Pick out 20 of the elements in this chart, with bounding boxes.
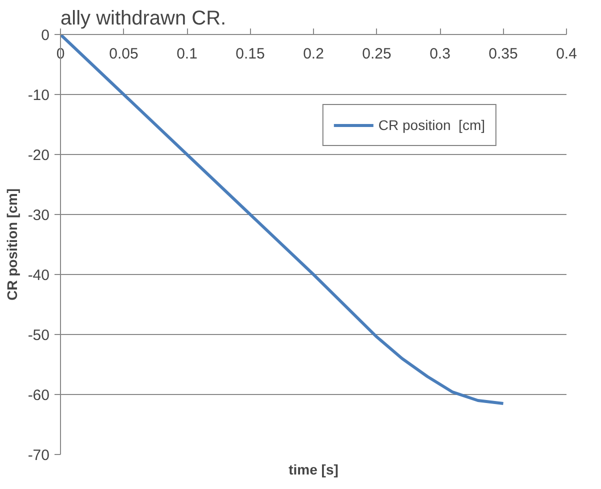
y-tick-label: -10 [28, 87, 50, 104]
x-tick-label: 0.05 [109, 46, 138, 62]
chart-title: ally withdrawn CR. [60, 8, 226, 30]
y-axis-title: CR position [cm] [4, 188, 20, 300]
y-tick-label: -40 [28, 267, 50, 284]
y-tick-label: 0 [41, 27, 50, 44]
x-tick-label: 0.3 [430, 46, 450, 62]
x-tick-label: 0.2 [303, 46, 324, 62]
legend-label: CR position [cm] [378, 117, 485, 133]
y-tick-label: -50 [28, 327, 50, 344]
x-tick-label: 0.25 [362, 46, 392, 62]
x-axis-title: time [s] [288, 462, 338, 478]
x-tick-label: 0.1 [176, 46, 198, 62]
x-tick-label: 0.35 [488, 46, 518, 62]
y-tick-label: -20 [28, 147, 50, 164]
y-tick-label: -70 [28, 447, 50, 464]
y-tick-label: -30 [28, 207, 50, 224]
x-tick-label: 0.15 [236, 46, 265, 62]
x-tick-label: 0.4 [556, 46, 577, 62]
y-tick-label: -60 [28, 387, 50, 404]
